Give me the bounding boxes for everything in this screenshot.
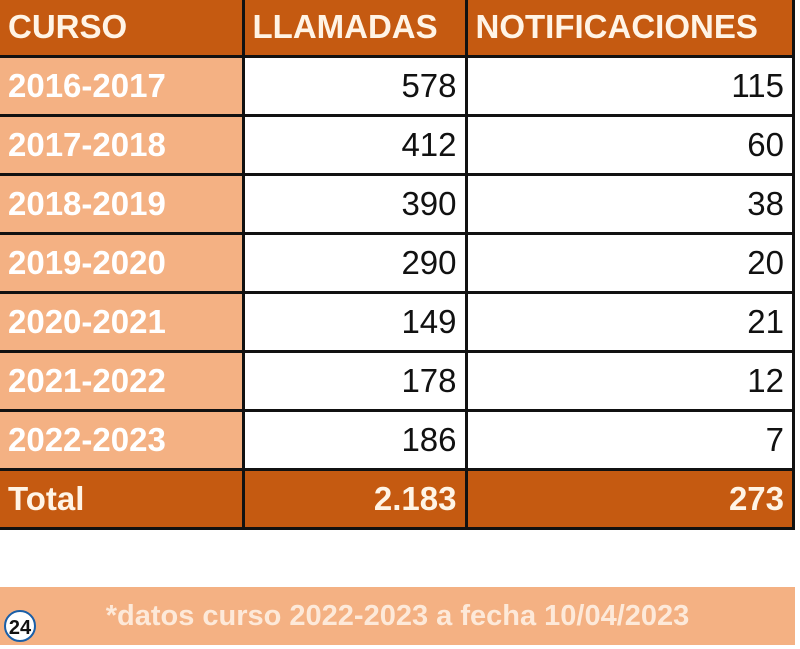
table-row: 2016-2017 578 115: [0, 54, 795, 117]
cell-notificaciones: 12: [464, 349, 795, 412]
header-row: CURSO LLAMADAS NOTIFICACIONES: [0, 0, 795, 58]
cell-curso: 2022-2023: [0, 408, 245, 471]
total-label: Total: [0, 467, 245, 530]
cell-llamadas: 186: [241, 408, 468, 471]
footnote: *datos curso 2022-2023 a fecha 10/04/202…: [0, 587, 795, 645]
cell-llamadas: 290: [241, 231, 468, 294]
cell-curso: 2019-2020: [0, 231, 245, 294]
cell-curso: 2017-2018: [0, 113, 245, 176]
cell-notificaciones: 21: [464, 290, 795, 353]
table-row: 2021-2022 178 12: [0, 349, 795, 412]
logo-24: 24: [4, 610, 36, 642]
table-row: 2022-2023 186 7: [0, 408, 795, 471]
cell-llamadas: 149: [241, 290, 468, 353]
cell-notificaciones: 20: [464, 231, 795, 294]
table-row: 2020-2021 149 21: [0, 290, 795, 353]
data-table: CURSO LLAMADAS NOTIFICACIONES 2016-2017 5…: [0, 0, 795, 530]
total-row: Total 2.183 273: [0, 467, 795, 530]
cell-llamadas: 390: [241, 172, 468, 235]
header-llamadas: LLAMADAS: [241, 0, 468, 58]
cell-llamadas: 412: [241, 113, 468, 176]
header-curso: CURSO: [0, 0, 245, 58]
cell-curso: 2016-2017: [0, 54, 245, 117]
total-llamadas: 2.183: [241, 467, 468, 530]
cell-curso: 2020-2021: [0, 290, 245, 353]
cell-curso: 2021-2022: [0, 349, 245, 412]
cell-notificaciones: 38: [464, 172, 795, 235]
header-notificaciones: NOTIFICACIONES: [464, 0, 795, 58]
cell-notificaciones: 7: [464, 408, 795, 471]
cell-notificaciones: 60: [464, 113, 795, 176]
cell-llamadas: 178: [241, 349, 468, 412]
cell-llamadas: 578: [241, 54, 468, 117]
table-row: 2018-2019 390 38: [0, 172, 795, 235]
total-notificaciones: 273: [464, 467, 795, 530]
cell-curso: 2018-2019: [0, 172, 245, 235]
table-row: 2017-2018 412 60: [0, 113, 795, 176]
cell-notificaciones: 115: [464, 54, 795, 117]
table-row: 2019-2020 290 20: [0, 231, 795, 294]
